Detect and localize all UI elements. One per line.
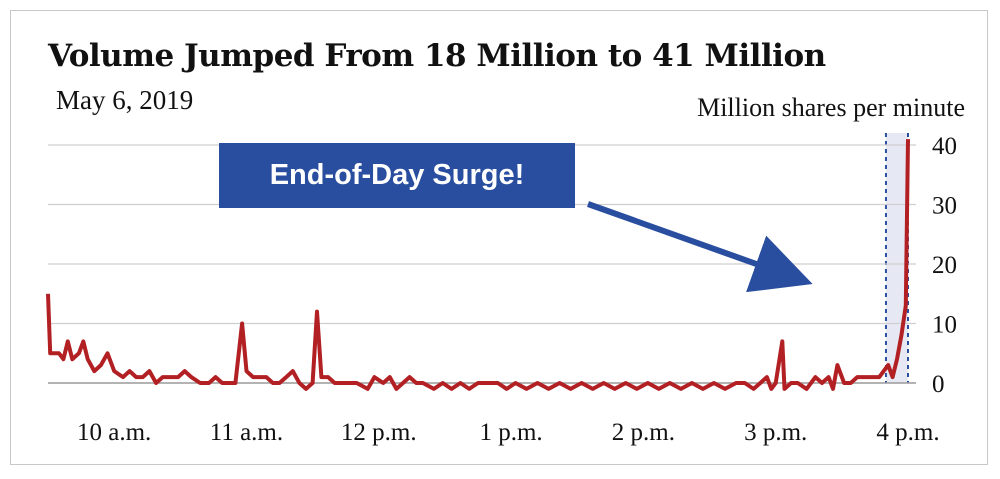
- y-tick-label: 40: [932, 133, 957, 160]
- chart-title: Volume Jumped From 18 Million to 41 Mill…: [48, 38, 826, 74]
- chart-subtitle: May 6, 2019: [56, 85, 194, 115]
- x-tick-label: 1 p.m.: [479, 419, 542, 446]
- x-tick-label: 4 p.m.: [876, 419, 939, 446]
- chart-frame: [10, 10, 988, 465]
- annotation-callout: End-of-Day Surge!: [219, 143, 575, 208]
- x-tick-label: 12 p.m.: [341, 419, 417, 446]
- y-tick-label: 0: [932, 371, 945, 398]
- x-tick-label: 2 p.m.: [612, 419, 675, 446]
- callout-arrow: [586, 201, 813, 293]
- volume-series-line: [46, 139, 910, 391]
- x-tick-label: 3 p.m.: [744, 419, 807, 446]
- y-tick-label: 20: [932, 252, 957, 279]
- y-tick-label: 10: [932, 312, 957, 339]
- x-tick-label: 11 a.m.: [210, 419, 283, 446]
- y-tick-label: 30: [932, 193, 957, 220]
- x-tick-label: 10 a.m.: [77, 419, 151, 446]
- y-axis-label: Million shares per minute: [697, 93, 965, 122]
